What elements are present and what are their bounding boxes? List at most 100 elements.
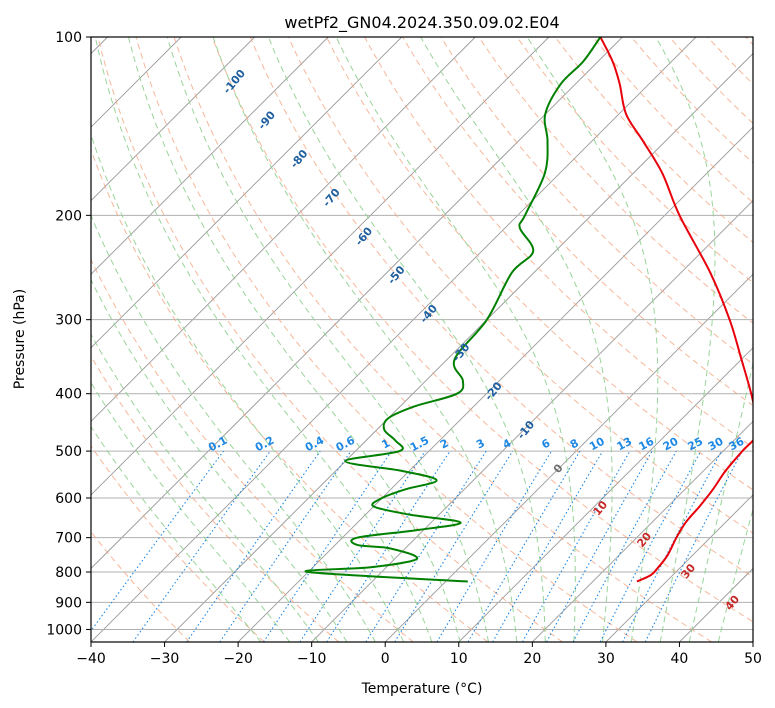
dry-adiabat-line [91,445,265,642]
mixing-ratio-label: 10 [587,435,607,454]
dry-adiabat-line [669,37,753,125]
mixing-ratio-label: 3 [474,436,487,451]
mixing-ratio-label: 25 [685,435,705,454]
x-tick-label: 0 [381,651,390,667]
moist-adiabat-line [717,507,753,642]
x-tick-label: 20 [523,651,541,667]
isotherm-line [458,347,753,642]
moist-adiabat-line [212,37,518,642]
mixing-ratio-line [546,450,653,642]
moist-adiabat-line [91,425,262,642]
dry-adiabat-line [287,37,753,534]
dewpoint-line [304,37,602,583]
moist-adiabat-line [420,37,613,642]
x-tick-label: 30 [597,651,615,667]
mixing-ratio-label: 6 [539,436,552,451]
isotherm-line [91,37,255,202]
mixing-ratio-label: 30 [706,435,726,454]
mixing-ratio-line [394,450,514,642]
y-tick-label: 500 [55,444,82,460]
y-tick-label: 200 [55,208,82,224]
isotherm-line [532,420,753,642]
dry-adiabat-label: -80 [288,147,311,171]
dry-adiabat-line [592,37,753,204]
dry-adiabat-line [745,37,753,46]
x-tick-label: 10 [450,651,468,667]
moist-adiabat-line [127,37,461,642]
y-tick-label: 400 [55,387,82,403]
y-axis-label: Pressure (hPa) [12,289,28,389]
moist-adiabat-line [91,133,405,642]
x-tick-label: −20 [223,651,253,667]
mixing-ratio-line [299,450,426,642]
y-tick-label: 300 [55,313,82,329]
mixing-ratio-line [572,450,677,642]
dry-adiabat-line [91,148,489,642]
plot-frame [90,36,754,643]
moist-adiabat-line [335,37,576,642]
isotherm-line [605,494,753,642]
sounding-lines [304,37,753,583]
moist-adiabat-line [94,37,433,642]
chart-title: wetPf2_GN04.2024.350.09.02.E04 [284,13,559,33]
mixing-ratio-label: 1 [379,436,392,451]
dry-adiabat-label: -40 [417,302,440,326]
x-tick-label: 50 [744,651,762,667]
moist-adiabat-line [91,214,376,642]
dry-adiabat-line [249,37,753,578]
dry-adiabat-line [173,37,713,642]
isotherm-line [311,200,753,642]
moist-adiabat-line [166,37,489,642]
y-tick-label: 700 [55,531,82,547]
mixing-ratio-line [219,450,352,642]
dry-adiabat-line [440,37,753,365]
dry-adiabat-line [630,37,753,164]
isotherm-line [237,126,753,642]
isotherm-line [752,641,753,642]
dry-adiabat-line [402,37,753,407]
dry-adiabat-line [364,37,753,449]
mixing-ratio-line [91,450,224,632]
mixing-ratio-line [599,450,702,642]
mixing-ratio-label: 13 [615,435,635,454]
moist-adiabat-line [688,360,753,642]
y-tick-label: 600 [55,491,82,507]
mixing-ratio-label: 36 [727,435,747,454]
mixing-ratio-line [436,450,552,642]
dry-adiabat-line [97,37,563,642]
background-lines [91,37,753,642]
mixing-ratio-label: 20 [661,435,681,454]
moist-adiabat-line [655,37,716,642]
dry-adiabat-line [326,37,753,491]
x-tick-label: 40 [671,651,689,667]
y-tick-label: 1000 [46,622,82,638]
dry-adiabat-label: -50 [385,263,408,287]
moist-adiabat-label: 30 [678,561,698,581]
isotherm-line [164,52,753,642]
mixing-ratio-line [186,450,321,642]
dry-adiabat-line [91,258,414,642]
moist-adiabat-line [526,37,659,642]
moist-adiabat-line [267,37,546,642]
isotherm-line [679,567,753,642]
mixing-ratio-label: 4 [501,436,514,451]
mixing-ratio-line [263,450,392,642]
y-tick-label: 900 [55,595,82,611]
mixing-ratio-line [132,450,271,642]
isotherm-line [91,37,550,496]
mixing-ratio-line [467,450,581,642]
dry-adiabat-line [211,37,753,623]
mixing-ratio-label: 2 [438,436,451,451]
dry-adiabat-line [91,530,191,642]
line-labels: 0.1 0.2 0.4 0.6 1 1.5 2 3 4 6 8 10 13 16 20 25 30 36-100-… [206,67,746,613]
temperature-line [599,37,753,583]
isotherm-line [91,37,329,275]
isotherm-line [91,37,403,349]
moist-adiabat-label: 20 [634,530,654,550]
x-tick-label: −30 [150,651,180,667]
dry-adiabat-line [478,37,753,324]
moist-adiabat-line [91,381,291,642]
mixing-ratio-label: 16 [637,435,657,454]
